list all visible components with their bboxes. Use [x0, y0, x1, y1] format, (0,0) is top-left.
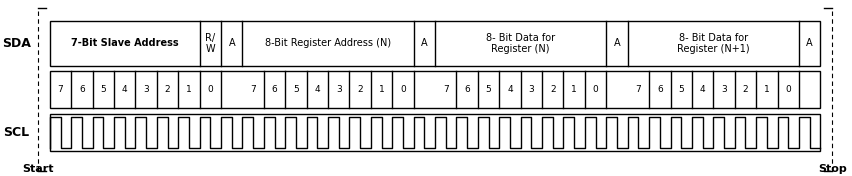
Text: 6: 6 — [79, 85, 84, 94]
Text: 8- Bit Data for
Register (N): 8- Bit Data for Register (N) — [486, 33, 555, 54]
Text: 6: 6 — [272, 85, 277, 94]
Text: 7: 7 — [58, 85, 63, 94]
Bar — [49, 21, 820, 66]
Text: 5: 5 — [677, 85, 683, 94]
Bar — [49, 71, 820, 108]
Text: 7: 7 — [442, 85, 448, 94]
Text: 5: 5 — [485, 85, 491, 94]
Text: 8-Bit Register Address (N): 8-Bit Register Address (N) — [265, 39, 391, 49]
Text: 2: 2 — [550, 85, 555, 94]
Text: R/
W: R/ W — [205, 33, 216, 54]
Text: 2: 2 — [357, 85, 363, 94]
Text: Start: Start — [22, 164, 54, 174]
Text: 3: 3 — [720, 85, 726, 94]
Text: 5: 5 — [101, 85, 106, 94]
Text: 3: 3 — [336, 85, 342, 94]
Text: 4: 4 — [122, 85, 128, 94]
Text: 0: 0 — [785, 85, 790, 94]
Text: 7-Bit Slave Address: 7-Bit Slave Address — [71, 39, 178, 49]
Text: 4: 4 — [699, 85, 705, 94]
Bar — [49, 114, 820, 151]
Text: 5: 5 — [293, 85, 298, 94]
Text: 0: 0 — [400, 85, 406, 94]
Text: A: A — [805, 39, 812, 49]
Text: 2: 2 — [164, 85, 170, 94]
Text: Stop: Stop — [817, 164, 845, 174]
Text: 0: 0 — [592, 85, 598, 94]
Text: SCL: SCL — [3, 126, 29, 139]
Text: 7: 7 — [250, 85, 256, 94]
Text: 0: 0 — [207, 85, 213, 94]
Text: 1: 1 — [571, 85, 577, 94]
Text: 6: 6 — [463, 85, 469, 94]
Text: 1: 1 — [186, 85, 192, 94]
Text: 1: 1 — [763, 85, 769, 94]
Text: 8- Bit Data for
Register (N+1): 8- Bit Data for Register (N+1) — [676, 33, 749, 54]
Text: 4: 4 — [314, 85, 320, 94]
Text: 3: 3 — [528, 85, 533, 94]
Text: A: A — [228, 39, 235, 49]
Text: 1: 1 — [378, 85, 384, 94]
Text: 6: 6 — [656, 85, 662, 94]
Text: 7: 7 — [635, 85, 641, 94]
Text: 3: 3 — [143, 85, 149, 94]
Text: 4: 4 — [507, 85, 512, 94]
Text: A: A — [421, 39, 427, 49]
Text: A: A — [613, 39, 619, 49]
Text: 2: 2 — [742, 85, 747, 94]
Text: SDA: SDA — [2, 37, 31, 50]
